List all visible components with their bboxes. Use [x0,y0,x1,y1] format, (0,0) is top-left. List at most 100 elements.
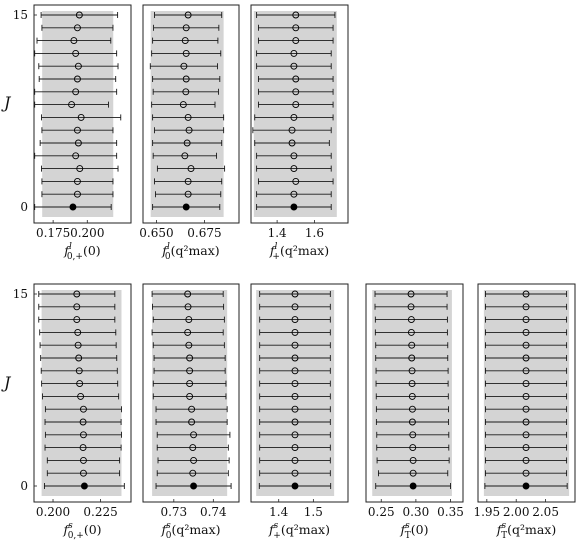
data-point [68,101,76,109]
data-point [73,177,81,185]
data-point [522,328,530,336]
data-point [76,165,84,173]
data-point [288,126,296,134]
data-point [409,469,417,477]
data-point [73,126,81,134]
x-axis-label: fl +(q²max) [269,242,329,262]
y-tick-label-top-15: 15 [13,8,28,22]
data-point [188,418,196,426]
data-point [75,11,83,19]
data-point [292,24,300,32]
data-point [189,469,197,477]
data-point [409,444,417,452]
data-point [188,405,196,413]
data-point [73,24,81,32]
uncertainty-band [41,290,122,496]
data-point [184,113,192,121]
panel-2: 1.4 1.6 fl +(q²max) [250,4,349,262]
data-point [292,37,300,45]
data-point [182,24,190,32]
data-point [408,367,416,375]
data-point [290,190,298,198]
x-tick-label: 0.675 [187,226,221,240]
data-point [185,341,193,349]
data-point [290,113,298,121]
uncertainty-band [42,11,114,217]
x-tick-label: 0.225 [83,505,117,519]
x-tick-label: 2.00 [503,505,530,519]
data-point [522,431,530,439]
data-point [522,405,530,413]
data-point [292,11,300,19]
data-point [522,469,530,477]
data-point [75,354,83,362]
data-point [187,165,195,173]
data-point [74,62,82,70]
panel-4: 0.73 0.74 fs 0(q²max) [142,283,240,540]
data-point [73,190,81,198]
data-point [80,469,87,477]
data-point [74,341,82,349]
data-point [73,290,81,298]
data-point [409,456,417,464]
data-point [183,139,191,147]
x-axis-label: fl 0(q²max) [161,242,219,262]
data-point [291,341,299,349]
data-point [522,316,530,324]
data-point [290,49,298,57]
x-axis-label: fs +(q²max) [268,521,330,540]
y-axis-label-top: J [1,93,12,112]
x-axis-label: fs T(0) [400,521,429,540]
data-point [185,316,193,324]
data-point [73,303,81,311]
data-point [79,418,87,426]
x-axis-label: fs T(q²max) [496,521,556,540]
data-point [72,49,80,57]
data-point [408,392,416,400]
data-point [291,456,299,464]
data-point [186,354,194,362]
data-point [291,328,299,336]
panel-frame [33,283,132,503]
panel-6: 0.25 0.30 0.35 fs T(0) [365,283,464,540]
data-point-filled [190,482,198,490]
data-point [291,431,299,439]
data-point [72,88,80,96]
x-tick-label: 1.5 [304,505,323,519]
x-axis-label: fs 0,+(0) [62,521,101,540]
panel-7: 1.95 2.00 2.05 fs T(q²max) [473,283,576,540]
data-point-filled [69,203,77,211]
panel-frame [142,4,240,224]
panel-5: 1.4 1.5 fs +(q²max) [250,283,349,540]
data-point [186,367,194,375]
data-point [181,152,189,160]
data-point [288,139,296,147]
data-point [80,431,87,439]
x-tick-label: 0.30 [403,505,430,519]
data-point [186,392,194,400]
data-point [522,380,530,388]
data-point [80,456,87,464]
panel-3: 0.200 0.225 fs 0,+(0) [33,283,132,540]
data-point [408,418,416,426]
data-point [291,316,299,324]
data-point [408,405,416,413]
data-point-filled [80,482,88,490]
data-point [291,405,299,413]
data-point [184,177,192,185]
data-point [291,303,299,311]
panel-0: 0.175 0.200 fl 0,+(0) [33,4,132,262]
y-axis-label-bottom: J [1,373,12,392]
data-point [72,152,80,160]
data-point-filled [182,203,190,211]
data-point [79,444,87,452]
data-point [522,354,530,362]
data-point [407,328,415,336]
data-point-filled [290,203,298,211]
panel-frame [477,283,576,503]
data-point [77,392,85,400]
uncertainty-band [253,11,337,217]
data-point [184,190,192,198]
data-point [184,290,192,298]
data-point [292,177,300,185]
